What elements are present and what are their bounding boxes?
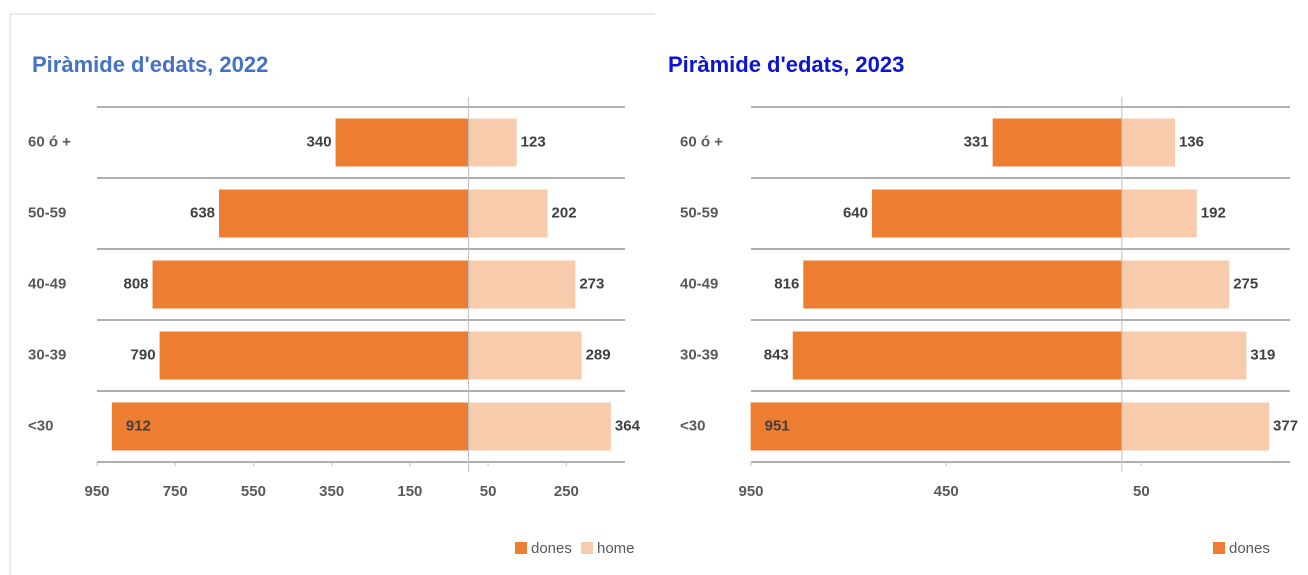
category-label: <30: [680, 417, 705, 434]
category-label: 60 ó +: [680, 133, 723, 150]
category-label: 30-39: [28, 346, 66, 363]
x-tick-label: 50: [480, 483, 497, 500]
value-label: 808: [124, 275, 149, 292]
x-tick-label: 950: [738, 483, 763, 500]
value-label: 136: [1179, 133, 1204, 150]
x-tick-label: 950: [84, 483, 109, 500]
value-label: 377: [1273, 417, 1298, 434]
category-label: 50-59: [680, 204, 718, 221]
legend-swatch: [515, 542, 527, 554]
bar: [792, 331, 1122, 380]
bar: [159, 331, 469, 380]
chart: Piràmide d'edats, 2022 60 ó + 50-59 40-49 30…: [28, 52, 641, 557]
category-label: 60 ó +: [28, 133, 71, 150]
x-tick-label: 50: [1133, 483, 1150, 500]
value-label: 202: [552, 204, 577, 221]
bar: [1121, 260, 1230, 309]
bar: [468, 260, 576, 309]
legend-label: home: [597, 540, 635, 557]
legend-swatch: [581, 542, 593, 554]
legend-label: dones: [531, 540, 572, 557]
bar: [335, 118, 469, 167]
bar: [468, 402, 611, 451]
chart-title: Piràmide d'edats, 2022: [32, 52, 268, 77]
value-label: 790: [131, 346, 156, 363]
value-label: 273: [579, 275, 604, 292]
chart-title: Piràmide d'edats, 2023: [668, 52, 904, 77]
value-label: 289: [586, 346, 611, 363]
value-label: 640: [843, 204, 868, 221]
bar: [152, 260, 469, 309]
category-label: <30: [28, 417, 53, 434]
value-label: 912: [126, 417, 151, 434]
category-label: 30-39: [680, 346, 718, 363]
legend-swatch: [1213, 542, 1225, 554]
bar: [468, 118, 517, 167]
bar: [1121, 189, 1197, 238]
category-label: 40-49: [28, 275, 66, 292]
value-label: 319: [1250, 346, 1275, 363]
value-label: 331: [964, 133, 989, 150]
value-label: 638: [190, 204, 215, 221]
bar: [468, 189, 548, 238]
category-label: 40-49: [680, 275, 718, 292]
bar: [219, 189, 469, 238]
bar: [1121, 118, 1175, 167]
bar: [872, 189, 1122, 238]
value-label: 843: [764, 346, 789, 363]
bar: [992, 118, 1122, 167]
x-tick-label: 350: [319, 483, 344, 500]
x-tick-label: 750: [163, 483, 188, 500]
bar: [1121, 402, 1270, 451]
x-tick-label: 550: [241, 483, 266, 500]
value-label: 340: [307, 133, 332, 150]
bar: [803, 260, 1122, 309]
value-label: 951: [765, 417, 790, 434]
bar: [111, 402, 469, 451]
bar: [750, 402, 1122, 451]
bar: [468, 331, 582, 380]
x-tick-label: 150: [397, 483, 422, 500]
value-label: 192: [1201, 204, 1226, 221]
value-label: 275: [1233, 275, 1258, 292]
x-tick-label: 450: [934, 483, 959, 500]
category-label: 50-59: [28, 204, 66, 221]
x-tick-label: 250: [554, 483, 579, 500]
chart: Piràmide d'edats, 2023 60 ó + 50-59 40-49 30…: [668, 52, 1298, 557]
legend-label: dones: [1229, 540, 1270, 557]
value-label: 816: [774, 275, 799, 292]
bar: [1121, 331, 1247, 380]
value-label: 123: [521, 133, 546, 150]
value-label: 364: [615, 417, 641, 434]
